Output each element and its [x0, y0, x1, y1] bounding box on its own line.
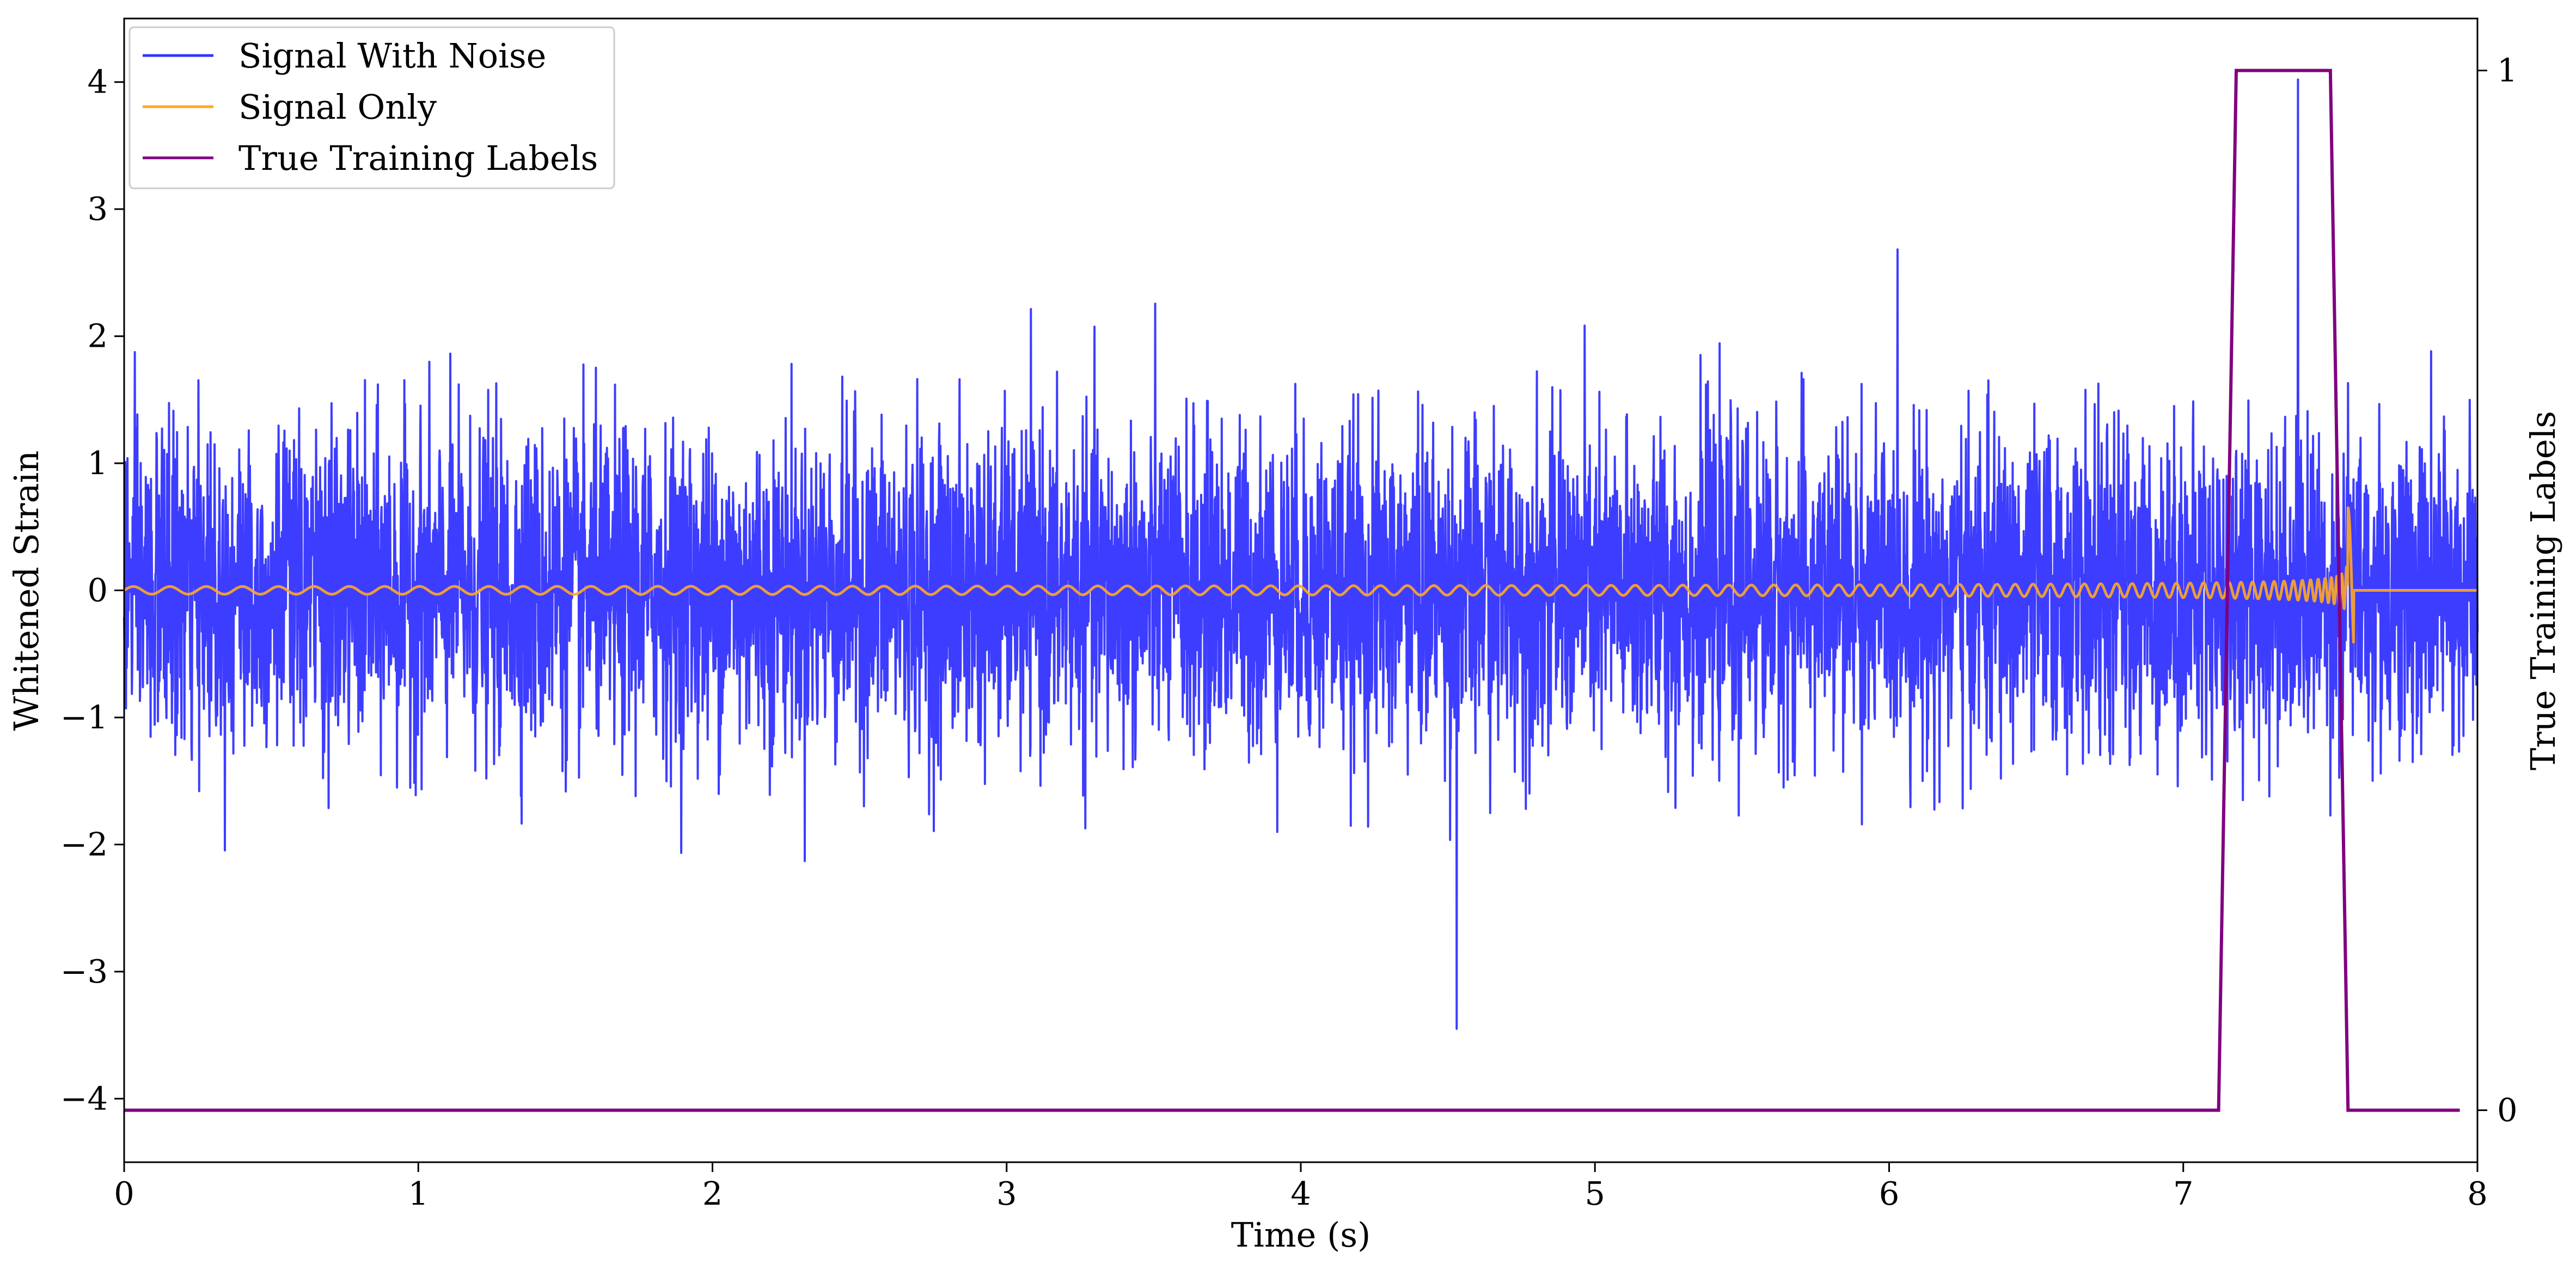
y-tick-label: −1	[60, 698, 108, 736]
x-tick-label: 4	[1290, 1175, 1311, 1212]
signal-only-line	[123, 506, 2479, 644]
true-training-labels-line	[124, 69, 2460, 1112]
legend-label-signal-only: Signal Only	[238, 87, 437, 127]
true-training-labels-path	[124, 69, 2460, 1112]
y2-tick-label: 1	[2497, 52, 2518, 89]
x-tick-label: 8	[2467, 1175, 2488, 1212]
y-tick-label: 2	[87, 317, 108, 355]
signal-only-path	[123, 506, 2479, 644]
y-tick-label: 0	[87, 572, 108, 609]
x-tick-label: 6	[1879, 1175, 1900, 1212]
axis-ticks: 0 1 2 3 4 5 6 7 8 −4 −3 −2 −1 0 1 2 3 4 0 1	[60, 52, 2518, 1213]
legend-box	[129, 26, 615, 189]
x-tick-label: 5	[1584, 1175, 1605, 1212]
legend: Signal With Noise Signal Only True Train…	[129, 26, 615, 189]
y-tick-label: 4	[87, 63, 108, 101]
y-tick-label: 3	[87, 190, 108, 228]
y-tick-label: 1	[87, 444, 108, 482]
signal-with-noise-line	[123, 78, 2479, 1030]
y-tick-label: −3	[60, 953, 108, 990]
legend-label-signal-with-noise: Signal With Noise	[238, 36, 546, 76]
signal-with-noise-path	[123, 78, 2479, 1030]
y-axis-title: Whitened Strain	[7, 451, 46, 731]
y2-tick-label: 0	[2497, 1091, 2518, 1129]
x-tick-label: 2	[702, 1175, 723, 1212]
x-tick-label: 7	[2173, 1175, 2194, 1212]
x-tick-label: 0	[114, 1175, 134, 1212]
x-tick-label: 1	[408, 1175, 429, 1212]
x-tick-label: 3	[996, 1175, 1017, 1212]
y-tick-label: −2	[60, 825, 108, 863]
y-tick-label: −4	[60, 1079, 108, 1117]
y2-axis-title: True Training Labels	[2523, 411, 2563, 770]
x-axis-title: Time (s)	[1231, 1215, 1371, 1255]
legend-label-true-training-labels: True Training Labels	[238, 138, 598, 178]
